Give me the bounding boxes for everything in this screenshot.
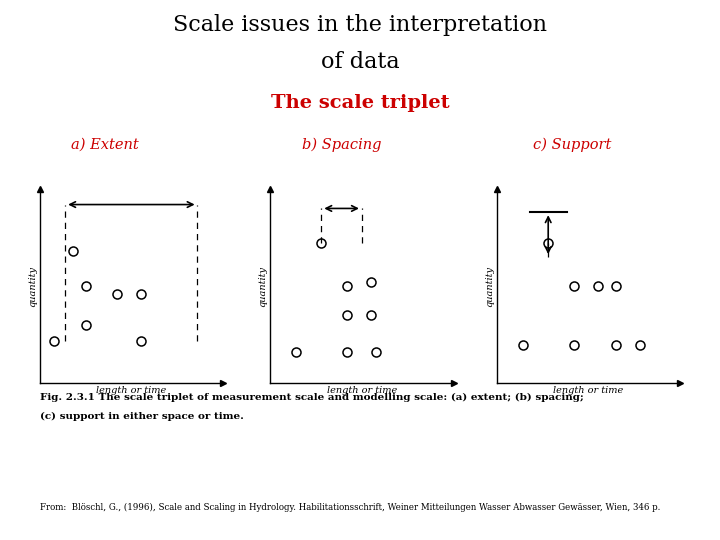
Text: a) Extent: a) Extent — [71, 138, 138, 152]
Y-axis label: quantity: quantity — [485, 266, 494, 307]
Text: of data: of data — [320, 51, 400, 73]
Text: b) Spacing: b) Spacing — [302, 138, 382, 152]
X-axis label: length or time: length or time — [96, 386, 166, 395]
X-axis label: length or time: length or time — [327, 386, 397, 395]
Text: From:  Blöschl, G., (1996), Scale and Scaling in Hydrology. Habilitationsschrift: From: Blöschl, G., (1996), Scale and Sca… — [40, 503, 660, 512]
Text: Scale issues in the interpretation: Scale issues in the interpretation — [173, 14, 547, 36]
Text: The scale triplet: The scale triplet — [271, 94, 449, 112]
Text: c) Support: c) Support — [534, 138, 611, 152]
Y-axis label: quantity: quantity — [28, 266, 37, 307]
Y-axis label: quantity: quantity — [258, 266, 267, 307]
Text: (c) support in either space or time.: (c) support in either space or time. — [40, 411, 243, 421]
Text: Fig. 2.3.1 The scale triplet of measurement scale and modelling scale: (a) exten: Fig. 2.3.1 The scale triplet of measurem… — [40, 393, 583, 402]
X-axis label: length or time: length or time — [554, 386, 624, 395]
